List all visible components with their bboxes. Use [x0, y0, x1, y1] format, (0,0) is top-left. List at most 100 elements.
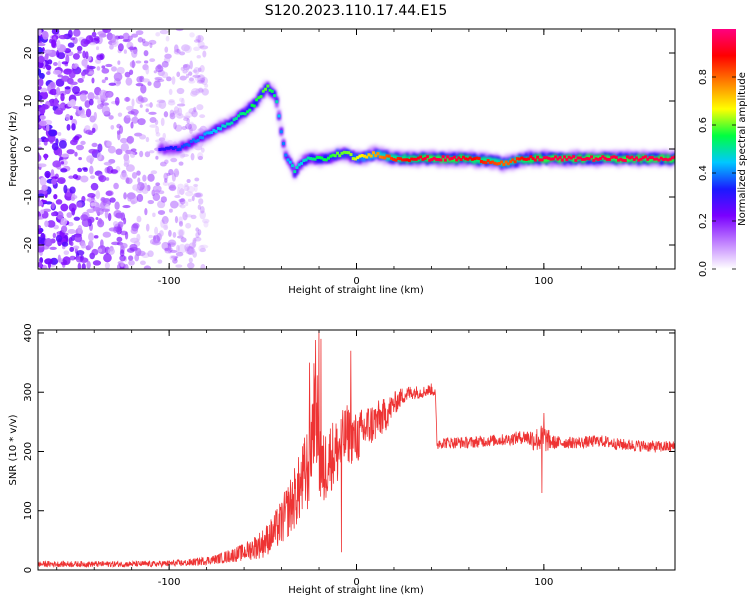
- spectrogram-ridge-cell: [551, 157, 555, 161]
- spectrogram-noise-cell: [195, 34, 204, 43]
- spectrogram-noise-cell: [164, 159, 169, 165]
- spectrogram-ridge-cell: [655, 157, 659, 161]
- spectrogram-ridge-cell: [542, 156, 546, 160]
- spectrogram-ridge-cell: [587, 154, 591, 161]
- spectrogram-noise-cell: [108, 115, 114, 120]
- spectrogram-noise-cell: [175, 170, 180, 176]
- spectrogram-ridge-cell: [581, 157, 585, 161]
- spectrogram-ridge-cell: [590, 155, 594, 159]
- spectrogram-ridge-cell: [531, 157, 535, 164]
- spectrogram-noise-cell: [186, 246, 195, 256]
- spectrogram-noise-cell: [57, 51, 66, 60]
- spectrogram-ridge-cell: [560, 158, 564, 162]
- spectrogram-noise-cell: [88, 232, 94, 242]
- spectrogram-noise-cell: [199, 206, 205, 214]
- spectrogram-ridge-cell: [437, 154, 441, 161]
- spectrogram-noise-cell: [192, 74, 201, 78]
- spectrogram-noise-cell: [197, 41, 205, 49]
- spectrogram-noise-cell: [101, 102, 110, 106]
- spectrogram-ridge-cell: [248, 108, 252, 112]
- spectrogram-noise-cell: [76, 45, 83, 52]
- spectrogram-noise-cell: [189, 77, 194, 82]
- spectrogram-noise-cell: [184, 214, 193, 218]
- spectrogram-ridge-cell: [315, 156, 319, 163]
- spectrogram-ridge-cell: [322, 158, 326, 162]
- spectrogram-ridge-cell: [527, 157, 531, 161]
- spectrogram-noise-cell: [200, 147, 205, 153]
- spectrogram-noise-cell: [109, 44, 114, 50]
- spectrogram-noise-cell: [117, 131, 121, 141]
- spectrogram-ridge-cell: [380, 155, 384, 159]
- spectrogram-noise-cell: [176, 48, 180, 54]
- spectrogram-noise-cell: [197, 128, 204, 132]
- spectrogram-ridge-cell: [414, 157, 418, 161]
- spectrogram-noise-cell: [175, 264, 183, 268]
- spectrogram-ridge-cell: [178, 147, 182, 151]
- spectrogram-noise-cell: [57, 74, 63, 78]
- spectrogram-ytick-label: -20: [23, 237, 34, 253]
- spectrogram-ridge-cell: [515, 157, 519, 167]
- spectrogram-ridge-cell: [428, 158, 432, 162]
- spectrogram-noise-cell: [169, 254, 176, 261]
- spectrogram-ridge-cell: [614, 155, 618, 159]
- spectrogram-ridge-cell: [342, 150, 346, 154]
- spectrogram-noise-cell: [168, 208, 173, 213]
- spectrogram-noise-cell: [177, 107, 183, 117]
- spectrogram-noise-cell: [53, 193, 58, 200]
- spectrogram-ridge-cell: [223, 124, 227, 128]
- spectrogram-noise-cell: [177, 244, 187, 253]
- spectrogram-ridge-cell: [241, 111, 245, 115]
- spectrogram-noise-cell: [147, 173, 155, 182]
- spectrogram-ridge-cell: [666, 154, 670, 161]
- spectrogram-noise-cell: [109, 197, 116, 203]
- spectrogram-ridge-cell: [282, 142, 286, 146]
- spectrogram-ridge-cell: [353, 157, 357, 161]
- spectrogram-noise-cell: [194, 177, 200, 182]
- spectrogram-noise-cell: [202, 50, 207, 58]
- spectrogram-noise-cell: [135, 60, 142, 64]
- spectrogram-ridge-cell: [538, 153, 542, 160]
- spectrogram-noise-cell: [66, 212, 73, 218]
- spectrogram-noise-cell: [134, 253, 140, 262]
- spectrogram-ylabel: Frequency (Hz): [8, 111, 19, 187]
- spectrogram-ridge-cell: [470, 157, 474, 161]
- spectrogram-noise-cell: [79, 257, 89, 263]
- spectrogram-ridge-cell: [473, 157, 477, 161]
- spectrogram-noise-cell: [105, 63, 113, 68]
- spectrogram-noise-cell: [77, 167, 83, 173]
- spectrogram-noise-cell: [135, 30, 144, 36]
- spectrogram-noise-cell: [39, 115, 46, 120]
- spectrogram-ridge-cell: [587, 157, 591, 161]
- spectrogram-noise-cell: [172, 110, 177, 115]
- spectrogram-noise-cell: [170, 157, 178, 163]
- spectrogram-ridge-layer: [158, 81, 675, 178]
- spectrogram-ridge-cell: [216, 126, 220, 130]
- spectrogram-noise-cell: [200, 76, 208, 86]
- spectrogram-ridge-cell: [309, 153, 313, 160]
- spectrogram-noise-cell: [67, 42, 75, 48]
- spectrogram-noise-cell: [95, 216, 99, 221]
- spectrogram-noise-cell: [192, 239, 197, 248]
- spectrogram-ridge-cell: [425, 156, 429, 163]
- spectrogram-noise-cell: [150, 170, 158, 175]
- spectrogram-ridge-cell: [412, 157, 416, 161]
- spectrogram-noise-cell: [145, 108, 149, 113]
- spectrogram-ridge-cell: [347, 151, 351, 155]
- spectrogram-ridge-cell: [430, 157, 434, 161]
- spectrogram-noise-cell: [38, 200, 43, 207]
- spectrogram-ridge-cell: [659, 156, 663, 166]
- spectrogram-ridge-cell: [324, 154, 328, 161]
- spectrogram-noise-cell: [156, 99, 166, 104]
- snr-ytick-label: 0: [23, 567, 34, 573]
- spectrogram-noise-cell: [131, 49, 138, 58]
- spectrogram-noise-cell: [68, 175, 74, 179]
- spectrogram-noise-cell: [107, 247, 115, 255]
- spectrogram-ridge-cell: [603, 156, 607, 160]
- spectrogram-ridge-cell: [572, 156, 576, 163]
- spectrogram-noise-cell: [197, 204, 202, 210]
- spectrogram-noise-cell: [160, 196, 167, 203]
- spectrogram-ridge-cell: [219, 127, 223, 131]
- spectrogram-ridge-cell: [378, 155, 382, 159]
- spectrogram-noise-cell: [68, 70, 76, 79]
- spectrogram-noise-cell: [136, 193, 144, 203]
